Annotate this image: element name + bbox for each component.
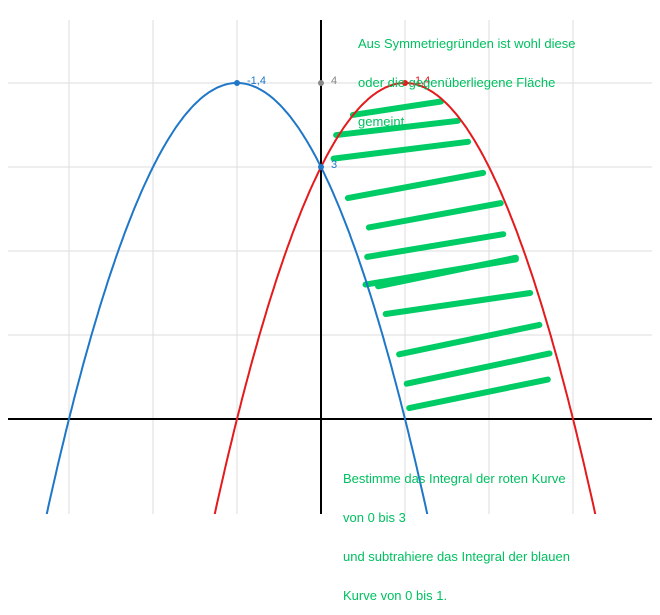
hatch-stroke-7 <box>375 254 519 290</box>
point-label-0: -1,4 <box>247 75 266 87</box>
point-label-3: 4 <box>331 75 337 87</box>
point-2 <box>318 164 324 170</box>
axes <box>8 20 652 514</box>
hatch-stroke-8 <box>382 290 534 317</box>
annotation-bottom-line-4: Kurve von 0 bis 1. <box>343 588 448 603</box>
point-label-2: 3 <box>331 159 337 171</box>
annotation-top-line-3: gemeint. <box>358 114 408 129</box>
hatch-stroke-3 <box>344 169 487 202</box>
hatch-strokes <box>330 98 553 412</box>
hatch-stroke-9 <box>396 321 543 358</box>
point-label-1: 1,4 <box>415 75 430 87</box>
parabola-chart: -1,4 1,4 3 4 <box>8 20 652 514</box>
annotation-bottom-line-2: von 0 bis 3 <box>343 510 406 525</box>
hatch-stroke-10 <box>403 350 553 387</box>
annotation-top: Aus Symmetriegründen ist wohl diese oder… <box>358 11 576 141</box>
annotation-bottom-line-1: Bestimme das Integral der roten Kurve <box>343 471 566 486</box>
annotation-bottom: Bestimme das Integral der roten Kurve vo… <box>343 446 570 615</box>
hatch-stroke-2 <box>330 138 471 162</box>
hatch-stroke-5 <box>364 231 507 260</box>
points: -1,4 1,4 3 4 <box>234 75 430 171</box>
annotation-top-line-2: oder die gegenüberliegene Fläche <box>358 75 556 90</box>
annotation-bottom-line-3: und subtrahiere das Integral der blauen <box>343 549 570 564</box>
point-0 <box>234 80 240 86</box>
point-3 <box>318 80 324 86</box>
hatch-stroke-11 <box>406 376 551 412</box>
grid-lines <box>8 20 652 514</box>
annotation-top-line-1: Aus Symmetriegründen ist wohl diese <box>358 36 576 51</box>
hatch-stroke-1 <box>333 117 461 139</box>
point-1 <box>402 80 408 86</box>
hatch-stroke-0 <box>349 98 445 118</box>
hatch-stroke-4 <box>365 200 504 231</box>
